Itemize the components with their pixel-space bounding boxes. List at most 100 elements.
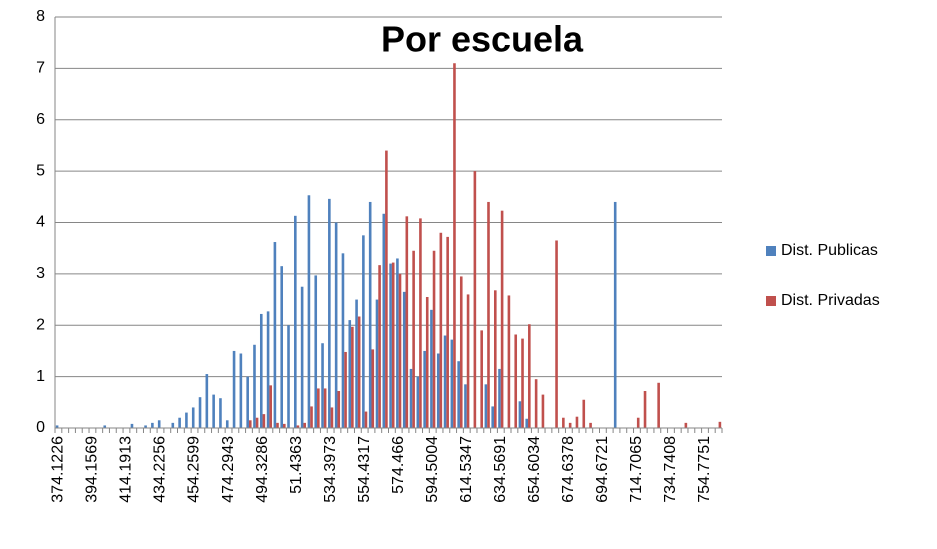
bar	[385, 150, 388, 428]
bar	[439, 232, 443, 428]
legend-label: Dist. Publicas	[781, 242, 878, 259]
bar	[453, 63, 456, 429]
bar	[144, 425, 147, 428]
bar	[178, 417, 181, 428]
bar	[225, 420, 229, 428]
bar	[430, 309, 433, 428]
bar	[344, 351, 347, 428]
bar	[507, 295, 511, 428]
legend-swatch	[766, 246, 776, 256]
legend-label: Dist. Privadas	[781, 292, 880, 309]
bar	[171, 422, 175, 428]
bar	[464, 384, 467, 428]
bar	[259, 313, 263, 428]
bar	[423, 350, 426, 428]
bar	[307, 195, 311, 428]
bar	[643, 391, 647, 428]
bar	[466, 294, 470, 428]
x-tick-label: 474.2943	[220, 436, 237, 503]
bar	[684, 422, 688, 428]
x-tick-label: 714.7065	[628, 436, 645, 503]
x-tick-label: 394.1569	[84, 436, 101, 503]
bar	[355, 299, 358, 428]
bar	[248, 420, 252, 428]
x-tick-label: 374.1226	[50, 436, 67, 503]
bar	[341, 253, 345, 428]
bar	[500, 210, 504, 428]
x-tick-label: 614.5347	[458, 436, 475, 503]
bar	[130, 423, 134, 428]
bar	[362, 235, 365, 428]
bar	[351, 326, 354, 428]
bar	[185, 412, 188, 428]
bar	[198, 397, 202, 428]
bar	[296, 425, 300, 428]
bar	[436, 353, 440, 428]
bar	[419, 218, 422, 428]
bar	[323, 388, 327, 428]
bar	[459, 276, 463, 428]
bar	[273, 242, 277, 428]
x-tick-label: 494.3286	[254, 436, 271, 503]
bar	[493, 290, 497, 428]
bar	[280, 266, 284, 428]
bar	[262, 414, 266, 428]
x-tick-label: 634.5691	[492, 436, 509, 503]
bar	[151, 422, 154, 428]
x-tick-label: 754.7751	[696, 436, 713, 503]
bar	[191, 407, 195, 428]
bar	[443, 335, 447, 428]
x-tick-label: 534.3973	[322, 436, 339, 503]
bar	[371, 349, 375, 428]
bar	[364, 411, 368, 428]
legend-swatch	[766, 296, 776, 306]
x-tick-label: 51.4363	[288, 436, 305, 494]
bar	[521, 338, 524, 428]
bar	[534, 379, 538, 428]
bar	[446, 236, 449, 428]
x-tick-label: 554.4317	[356, 436, 373, 503]
x-tick-label: 594.5004	[424, 436, 441, 503]
bar	[157, 420, 161, 428]
bar	[389, 263, 392, 428]
bar	[246, 376, 249, 428]
bar	[253, 344, 256, 428]
bar	[562, 417, 565, 428]
bar	[528, 324, 531, 428]
bar	[718, 421, 722, 428]
bar	[405, 216, 409, 428]
bar	[357, 316, 361, 428]
bar	[487, 201, 490, 428]
x-tick-label: 674.6378	[560, 436, 577, 503]
bar	[480, 330, 483, 428]
y-tick-label: 5	[36, 162, 45, 179]
x-tick-label: 734.7408	[662, 436, 679, 503]
bar	[375, 299, 379, 428]
bar	[269, 385, 272, 428]
bar	[314, 275, 318, 428]
x-tick-label: 694.6721	[594, 436, 611, 503]
bar	[239, 353, 243, 428]
bar	[402, 291, 406, 428]
bar	[575, 416, 579, 428]
bar	[498, 368, 501, 428]
bar	[409, 368, 413, 428]
bar	[266, 311, 270, 428]
bar	[55, 425, 59, 428]
bar	[541, 394, 545, 428]
bar	[348, 320, 352, 428]
y-tick-label: 4	[36, 214, 45, 231]
bar	[303, 422, 307, 428]
bar	[432, 250, 436, 428]
bar	[328, 198, 331, 428]
bar	[219, 398, 222, 428]
bar	[613, 201, 617, 428]
bar	[491, 406, 494, 428]
x-tick-label: 654.6034	[526, 436, 543, 503]
bar	[657, 382, 660, 428]
bar	[212, 394, 215, 428]
bar	[457, 361, 460, 428]
y-tick-label: 2	[36, 316, 45, 333]
bar	[300, 286, 304, 428]
bar	[484, 384, 488, 428]
